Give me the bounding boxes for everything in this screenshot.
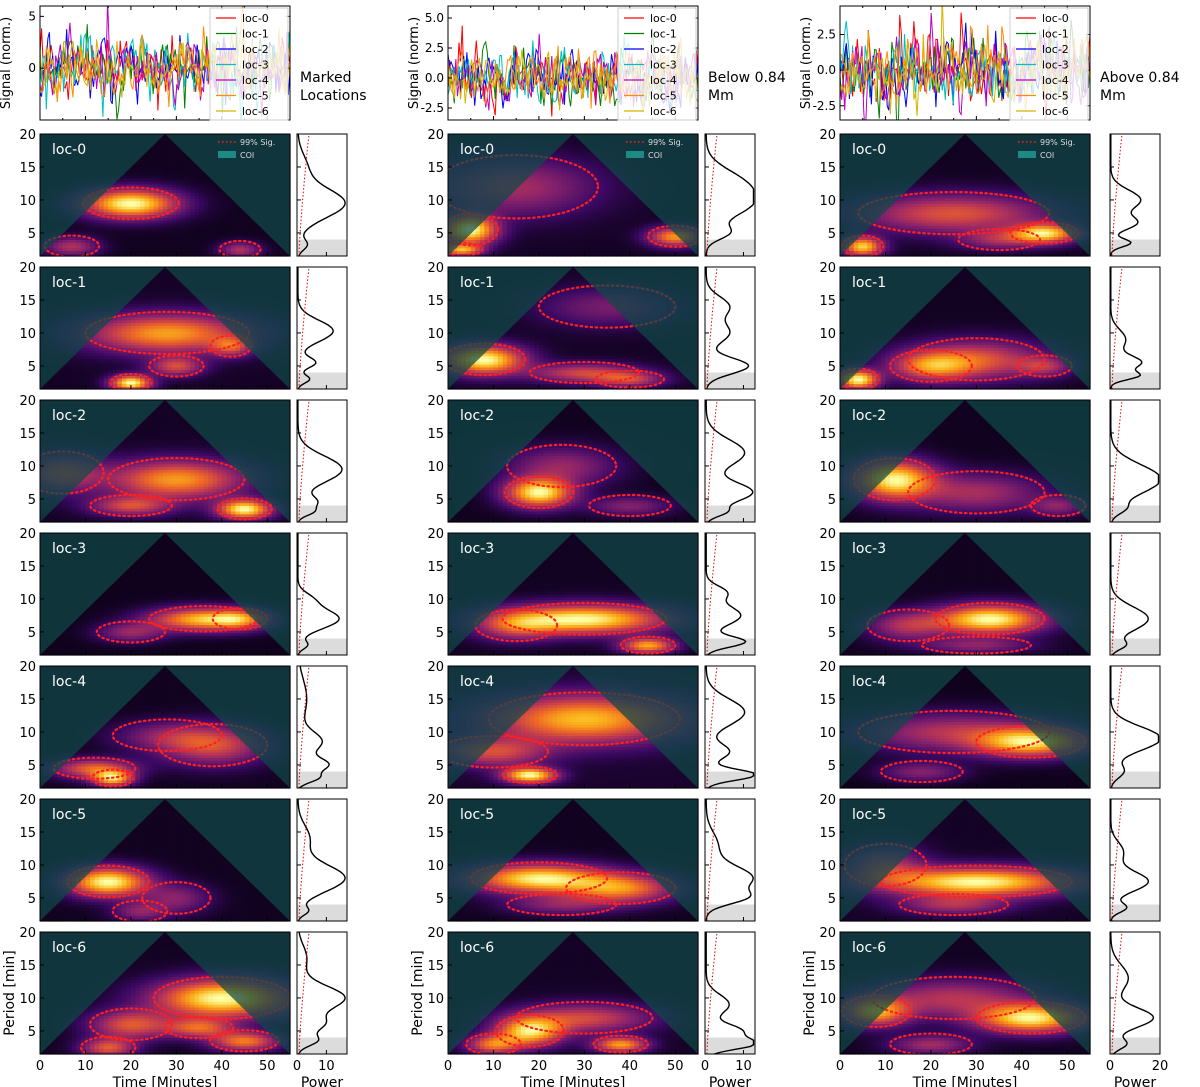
coi-band xyxy=(297,240,347,256)
legend-label: loc-3 xyxy=(1042,59,1069,72)
legend-label: loc-4 xyxy=(650,74,677,87)
ytick-label: 5.0 xyxy=(425,11,444,25)
signal-legend: loc-0 loc-1 loc-2 loc-3 loc-4 loc-5 loc-6 xyxy=(210,8,288,120)
wavelet-row-loc-1-col-0: loc-15101520 xyxy=(19,261,347,391)
signal-ylabel: Signal (norm.) xyxy=(799,17,814,109)
column-label: Above 0.84 xyxy=(1100,70,1180,86)
legend-label: loc-5 xyxy=(650,90,677,103)
column-label: Marked xyxy=(300,70,352,86)
legend-label: loc-3 xyxy=(650,59,677,72)
legend-label: loc-6 xyxy=(650,105,677,118)
column-label: Below 0.84 xyxy=(708,70,786,86)
ytick-label: 20 xyxy=(19,128,36,143)
wavelet-row-loc-0-col-0: loc-0 99% Sig. COI 5 10 15 20 xyxy=(19,128,347,258)
legend-label: loc-0 xyxy=(650,12,677,25)
legend-label: loc-6 xyxy=(1042,105,1069,118)
ytick-label: 10 xyxy=(19,194,36,209)
legend-label: loc-0 xyxy=(1042,12,1069,25)
legend-coi: COI xyxy=(240,151,254,160)
legend-label: loc-5 xyxy=(1042,90,1069,103)
signal-legend: loc-0 loc-1 loc-2 loc-3 loc-4 loc-5 loc-6 xyxy=(1010,8,1088,120)
legend-label: loc-6 xyxy=(242,105,269,118)
legend-label: loc-2 xyxy=(650,43,677,56)
legend-swatch-coi xyxy=(218,151,236,158)
ytick-label: -2.5 xyxy=(421,101,444,115)
global-power-loc-0 xyxy=(297,134,347,256)
row-label: loc-0 xyxy=(52,142,86,158)
legend-label: loc-4 xyxy=(1042,74,1069,87)
ytick-label: 2.5 xyxy=(425,41,444,55)
global-power-curve xyxy=(298,134,345,256)
ytick-label: 15 xyxy=(19,161,36,176)
legend-label: loc-2 xyxy=(242,43,269,56)
legend-label: loc-0 xyxy=(242,12,269,25)
signal-ylabel: Signal (norm.) xyxy=(407,17,422,109)
legend-label: loc-1 xyxy=(650,28,677,41)
legend-sig: 99% Sig. xyxy=(240,138,275,147)
ytick-label: 0 xyxy=(28,61,36,75)
column-label: Mm xyxy=(708,88,734,104)
ytick-label: 2.5 xyxy=(817,28,836,42)
legend-label: loc-2 xyxy=(1042,43,1069,56)
ytick-label: -2.5 xyxy=(813,99,836,113)
legend-label: loc-5 xyxy=(242,90,269,103)
column-label: Locations xyxy=(300,88,367,104)
signal-ylabel: Signal (norm.) xyxy=(0,17,14,109)
ytick-label: 0.0 xyxy=(817,63,836,77)
legend-label: loc-1 xyxy=(1042,28,1069,41)
ytick-label: 5 xyxy=(28,227,36,242)
legend-label: loc-3 xyxy=(242,59,269,72)
signal-legend: loc-0 loc-1 loc-2 loc-3 loc-4 loc-5 loc-6 xyxy=(618,8,696,120)
column-label: Mm xyxy=(1100,88,1126,104)
ytick-label: 5 xyxy=(28,9,36,23)
legend-label: loc-1 xyxy=(242,28,269,41)
legend-label: loc-4 xyxy=(242,74,269,87)
ytick-label: 0.0 xyxy=(425,71,444,85)
